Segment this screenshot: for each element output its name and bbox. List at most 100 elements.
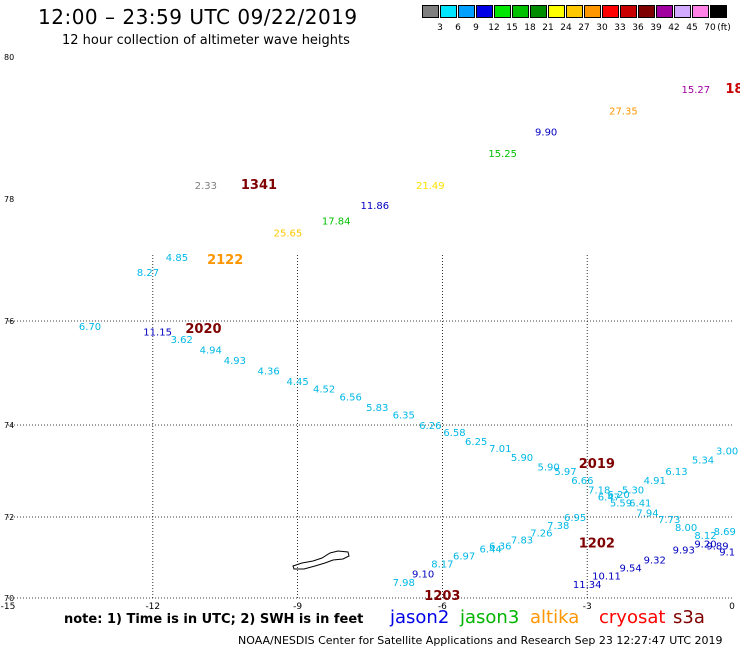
legend-label: 33 (614, 23, 626, 33)
wave-height-label: 9.54 (620, 564, 642, 575)
wave-height-label: 5.59 (610, 498, 632, 509)
wave-height-label: 6.26 (419, 421, 441, 432)
wave-height-label: 3.62 (171, 335, 193, 346)
satellite-cryosat-label: cryosat (599, 607, 666, 628)
longitude-tick-label: -12 (145, 602, 160, 612)
wave-height-label: 4.94 (200, 346, 222, 357)
legend-swatch (494, 5, 511, 18)
wave-height-label: 6.20 (607, 490, 629, 501)
legend-label: 9 (473, 23, 479, 33)
legend-label: 70 (704, 23, 716, 33)
wave-height-label: 7.26 (530, 528, 552, 539)
map-grid (8, 255, 732, 599)
wave-height-label: 9.10 (412, 570, 434, 581)
map-subtitle: 12 hour collection of altimeter wave hei… (62, 33, 350, 48)
legend-swatch (512, 5, 529, 18)
wave-height-label: 17.84 (322, 216, 351, 227)
legend-label: 30 (596, 23, 608, 33)
pass-time-label: 2019 (579, 457, 615, 472)
legend-swatch (458, 5, 475, 18)
wave-height-label: 8.17 (431, 560, 453, 571)
map-title: 12:00 – 23:59 UTC 09/22/2019 (38, 5, 358, 29)
satellite-jason2-label: jason2 (390, 607, 450, 628)
wave-height-label: 5.34 (692, 456, 714, 467)
wave-height-label: 15.25 (488, 149, 517, 160)
legend-label: 45 (686, 23, 698, 33)
wave-height-label: 7.94 (636, 508, 658, 519)
pass-time-label: 2020 (185, 322, 221, 337)
footer-credit: NOAA/NESDIS Center for Satellite Applica… (238, 634, 723, 647)
wave-height-label: 8.27 (137, 268, 159, 279)
wave-height-label: 4.36 (258, 366, 280, 377)
pass-time-label: 1202 (579, 536, 615, 551)
longitude-tick-labels: -15 -12 -9 -6 -3 0 (1, 602, 735, 612)
wave-height-label: 4.85 (166, 253, 188, 264)
legend-swatch (674, 5, 691, 18)
legend-swatch (476, 5, 493, 18)
wave-height-label: 9.90 (535, 128, 557, 139)
wave-height-label: 5.97 (554, 467, 576, 478)
wave-height-label: 6.41 (629, 498, 651, 509)
legend-swatch (440, 5, 457, 18)
latitude-tick-label: 78 (4, 195, 14, 204)
wave-height-label: 25.65 (274, 229, 303, 240)
legend-label: 6 (455, 23, 461, 33)
wave-height-label: 9.20 (694, 539, 716, 550)
wave-height-label: 15.27 (681, 85, 710, 96)
legend-label: 18 (524, 23, 536, 33)
wave-height-label: 9.1 (719, 547, 735, 558)
legend-label: 42 (668, 23, 680, 33)
latitude-tick-label: 80 (4, 53, 14, 62)
wave-height-label: 27.35 (609, 106, 638, 117)
satellite-altika-label: altika (530, 607, 580, 628)
wave-height-label: 9.32 (644, 556, 666, 567)
wave-height-label: 5.83 (366, 403, 388, 414)
latitude-tick-labels: 80 78 76 74 72 70 (4, 53, 14, 603)
latitude-tick-label: 72 (4, 513, 14, 522)
legend-swatch (566, 5, 583, 18)
legend-swatch (638, 5, 655, 18)
legend-label: 27 (578, 23, 590, 33)
legend-label: 24 (560, 23, 572, 33)
longitude-tick-label: 0 (729, 602, 735, 612)
satellite-jason3-label: jason3 (460, 607, 520, 628)
wave-height-label: 11.15 (143, 327, 172, 338)
legend-swatch (584, 5, 601, 18)
legend-swatch (710, 5, 727, 18)
wave-height-label: 2.33 (195, 181, 217, 192)
pass-time-label: 2122 (207, 253, 243, 268)
wave-height-label: 7.38 (547, 521, 569, 532)
pass-time-label: 1341 (241, 178, 277, 193)
legend-label: 15 (506, 23, 518, 33)
legend-swatch (530, 5, 547, 18)
wave-height-label: 8.69 (714, 527, 736, 538)
island-coastline (292, 550, 350, 570)
wave-height-label: 4.52 (313, 385, 335, 396)
wave-height-label: 11.34 (573, 580, 602, 591)
wave-height-label: 5.90 (511, 453, 533, 464)
wave-height-label: 3.00 (716, 446, 738, 457)
wave-height-label: 11.86 (361, 201, 390, 212)
wave-height-label: 6.70 (79, 322, 101, 333)
satellite-s3a-label: s3a (673, 607, 705, 628)
wave-height-label: 10.11 (592, 572, 621, 583)
legend-label: 12 (488, 23, 500, 33)
legend-swatch (692, 5, 709, 18)
wave-height-label: 6.56 (340, 392, 362, 403)
latitude-tick-label: 74 (4, 421, 14, 430)
pass-time-label: 1203 (424, 589, 460, 604)
footer-note: note: 1) Time is in UTC; 2) SWH is in fe… (64, 612, 364, 627)
wave-height-label: 9.93 (673, 545, 695, 556)
wave-height-label: 6.36 (489, 541, 511, 552)
wave-height-label: 6.97 (453, 551, 475, 562)
legend-label: 21 (542, 23, 554, 33)
legend-swatch (620, 5, 637, 18)
wave-height-label: 21.49 (416, 181, 445, 192)
wave-height-label: 6.13 (665, 467, 687, 478)
wave-height-label: 6.66 (571, 476, 593, 487)
wave-height-label: 4.45 (286, 377, 308, 388)
wave-height-label: 6.44 (480, 545, 502, 556)
latitude-tick-label: 76 (4, 317, 14, 326)
wave-height-label: 5.90 (537, 462, 559, 473)
legend-label: 3 (437, 23, 443, 33)
